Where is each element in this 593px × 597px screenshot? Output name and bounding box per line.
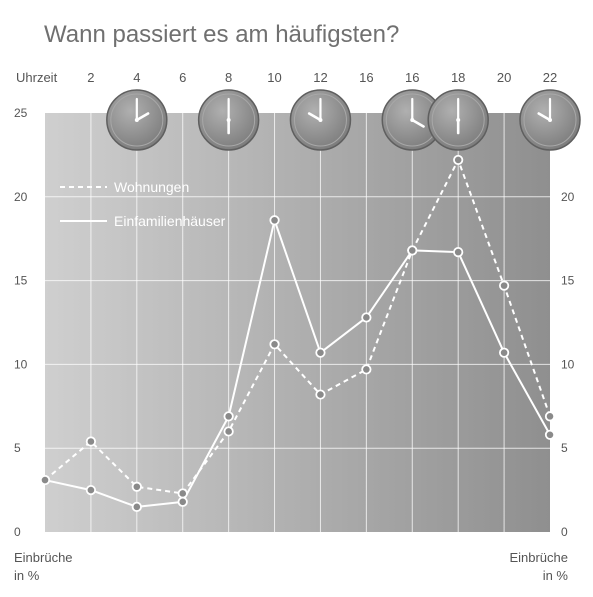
clock-rim xyxy=(431,93,485,147)
y-axis-label-right-line2: in % xyxy=(543,568,569,583)
clock-center xyxy=(410,118,415,122)
clock-hour-hand xyxy=(410,118,425,128)
clock-icon xyxy=(106,89,168,151)
clock-rim xyxy=(110,93,164,147)
clock-icon xyxy=(427,89,489,151)
x-tick-label: 16 xyxy=(359,70,373,85)
clock-rim xyxy=(202,93,256,147)
y-axis-label-left-line1: Einbrüche xyxy=(14,550,73,565)
legend-label-einfamilienhaeuser: Einfamilienhäuser xyxy=(114,213,226,229)
y-tick-label-left: 5 xyxy=(14,441,21,455)
y-axis-right: 0 5 10 15 20 xyxy=(561,190,575,539)
x-tick-label: 12 xyxy=(313,70,327,85)
data-point-wohnungen xyxy=(131,481,142,492)
data-point-einfamilienhaeuser xyxy=(315,347,326,358)
clock-icon xyxy=(519,89,581,151)
data-point-einfamilienhaeuser xyxy=(223,411,234,422)
plot-area xyxy=(45,113,550,532)
y-axis-label-left-line2: in % xyxy=(14,568,40,583)
clock-center xyxy=(134,118,139,122)
clock-center xyxy=(226,118,231,122)
x-tick-label: 2 xyxy=(87,70,94,85)
data-point-wohnungen xyxy=(544,411,556,422)
y-tick-label-right: 15 xyxy=(561,274,575,288)
y-tick-label-left: 25 xyxy=(14,106,28,120)
data-point-einfamilienhaeuser xyxy=(544,429,556,440)
x-tick-label: 6 xyxy=(179,70,186,85)
data-point-wohnungen xyxy=(269,339,280,350)
series-line-einfamilienhaeuser xyxy=(44,219,551,508)
x-tick-labels: 2 4 6 8 10 12 16 16 18 20 22 xyxy=(87,70,557,85)
clock-icon xyxy=(289,89,352,151)
data-point-wohnungen xyxy=(498,280,510,291)
x-tick-label: 4 xyxy=(133,70,140,85)
x-tick-label: 22 xyxy=(543,70,557,85)
clock-center xyxy=(456,118,461,122)
clock-icon xyxy=(197,89,260,151)
y-tick-label-right: 5 xyxy=(561,441,568,455)
data-point-einfamilienhaeuser xyxy=(361,312,372,323)
data-point-einfamilienhaeuser xyxy=(498,347,510,358)
series-line-wohnungen xyxy=(44,158,551,495)
clock-rim xyxy=(523,93,577,147)
data-point-einfamilienhaeuser xyxy=(177,496,188,507)
legend: Wohnungen Einfamilienhäuser xyxy=(60,179,226,229)
data-point-wohnungen xyxy=(177,488,188,499)
y-tick-label-right: 10 xyxy=(561,357,575,371)
y-axis-label-right-line1: Einbrüche xyxy=(509,550,568,565)
data-point-wohnungen xyxy=(315,389,326,400)
data-point-wohnungen xyxy=(85,436,97,447)
data-series xyxy=(39,154,556,512)
data-point-einfamilienhaeuser xyxy=(131,501,142,512)
data-point-einfamilienhaeuser xyxy=(407,245,418,256)
x-tick-label: 20 xyxy=(497,70,511,85)
y-tick-label-left: 20 xyxy=(14,190,28,204)
data-point-wohnungen xyxy=(453,154,464,166)
data-point-wohnungen xyxy=(361,364,372,375)
data-point-einfamilienhaeuser xyxy=(39,474,51,486)
y-tick-label-right: 0 xyxy=(561,525,568,539)
x-axis-label: Uhrzeit xyxy=(16,70,58,85)
y-tick-label-left: 0 xyxy=(14,525,21,539)
x-tick-label: 10 xyxy=(267,70,281,85)
data-point-wohnungen xyxy=(223,426,234,437)
y-tick-label-right: 20 xyxy=(561,190,575,204)
data-point-einfamilienhaeuser xyxy=(85,484,97,496)
clock-hour-hand xyxy=(307,112,322,122)
clock-hour-hand xyxy=(537,112,552,122)
clock-center xyxy=(318,118,323,122)
y-axis-left: 0 5 10 15 20 25 xyxy=(14,106,28,539)
x-tick-label: 18 xyxy=(451,70,465,85)
x-tick-label: 16 xyxy=(405,70,419,85)
clock-center xyxy=(548,118,552,122)
clock-rim xyxy=(293,93,347,147)
data-point-einfamilienhaeuser xyxy=(453,247,464,258)
data-point-einfamilienhaeuser xyxy=(269,215,280,226)
chart-title: Wann passiert es am häufigsten? xyxy=(44,21,399,48)
grid-lines xyxy=(45,113,550,532)
legend-label-wohnungen: Wohnungen xyxy=(114,179,189,195)
y-tick-label-left: 10 xyxy=(14,357,28,371)
clock-icons xyxy=(106,89,581,151)
y-tick-label-left: 15 xyxy=(14,274,28,288)
x-tick-label: 8 xyxy=(225,70,232,85)
clock-hour-hand xyxy=(135,112,150,122)
